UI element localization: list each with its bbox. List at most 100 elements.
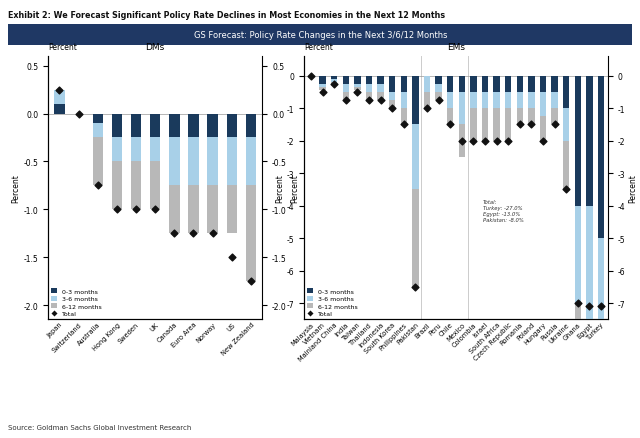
Bar bbox=[586, 76, 593, 206]
Bar bbox=[586, 206, 593, 336]
Point bbox=[207, 230, 218, 237]
Text: EMs: EMs bbox=[447, 43, 465, 53]
Point bbox=[188, 230, 198, 237]
Bar bbox=[424, 76, 430, 92]
Bar bbox=[389, 101, 396, 109]
Bar bbox=[131, 138, 141, 162]
Point bbox=[317, 89, 328, 96]
Text: Total:
Turkey: -27.0%
Egypt: -13.0%
Pakistan: -8.0%: Total: Turkey: -27.0% Egypt: -13.0% Paki… bbox=[483, 200, 524, 222]
Bar bbox=[401, 92, 407, 109]
Point bbox=[445, 122, 455, 129]
Y-axis label: Percent: Percent bbox=[290, 174, 299, 203]
Bar bbox=[528, 92, 534, 109]
Bar bbox=[246, 138, 256, 186]
Bar bbox=[586, 336, 593, 438]
Point bbox=[538, 138, 548, 145]
Point bbox=[596, 303, 606, 310]
Bar bbox=[505, 92, 511, 109]
Bar bbox=[227, 186, 237, 234]
Bar bbox=[342, 85, 349, 92]
Bar bbox=[447, 92, 453, 109]
Point bbox=[584, 303, 595, 310]
Bar bbox=[447, 109, 453, 125]
Bar bbox=[516, 76, 523, 92]
Bar bbox=[188, 138, 199, 186]
Bar bbox=[389, 76, 396, 92]
Bar bbox=[207, 186, 218, 234]
Bar bbox=[493, 76, 500, 92]
Point bbox=[468, 138, 479, 145]
Point bbox=[364, 97, 374, 104]
Point bbox=[131, 206, 141, 213]
Bar bbox=[389, 92, 396, 101]
Point bbox=[399, 122, 409, 129]
Point bbox=[550, 122, 560, 129]
Bar bbox=[435, 76, 442, 85]
Bar bbox=[563, 109, 570, 141]
Bar bbox=[354, 76, 360, 85]
Bar bbox=[246, 114, 256, 138]
Text: Exhibit 2: We Forecast Significant Policy Rate Declines in Most Economies in the: Exhibit 2: We Forecast Significant Polic… bbox=[8, 11, 445, 20]
Point bbox=[306, 73, 316, 80]
Bar bbox=[482, 109, 488, 141]
Y-axis label: Percent: Percent bbox=[12, 174, 20, 203]
Bar bbox=[93, 114, 103, 124]
Bar bbox=[459, 76, 465, 92]
Point bbox=[376, 97, 386, 104]
Point bbox=[492, 138, 502, 145]
Bar bbox=[470, 109, 477, 141]
Bar bbox=[470, 76, 477, 92]
Bar bbox=[111, 138, 122, 162]
FancyBboxPatch shape bbox=[8, 25, 632, 46]
Point bbox=[227, 254, 237, 261]
Bar bbox=[54, 90, 65, 105]
Bar bbox=[188, 186, 199, 234]
Bar bbox=[131, 114, 141, 138]
Bar bbox=[459, 92, 465, 125]
Bar bbox=[378, 85, 384, 92]
Bar bbox=[505, 109, 511, 141]
Point bbox=[515, 122, 525, 129]
Y-axis label: Percent: Percent bbox=[628, 174, 637, 203]
Bar bbox=[354, 88, 360, 91]
Legend: 0-3 months, 3-6 months, 6-12 months, Total: 0-3 months, 3-6 months, 6-12 months, Tot… bbox=[307, 289, 358, 317]
Bar bbox=[111, 114, 122, 138]
Point bbox=[340, 97, 351, 104]
Text: Percent: Percent bbox=[304, 43, 333, 53]
Bar bbox=[435, 92, 442, 101]
Point bbox=[480, 138, 490, 145]
Bar bbox=[319, 85, 326, 88]
Point bbox=[433, 97, 444, 104]
Point bbox=[54, 87, 65, 94]
Bar bbox=[528, 76, 534, 92]
Bar bbox=[331, 76, 337, 80]
Bar bbox=[575, 206, 581, 304]
Bar bbox=[150, 162, 161, 210]
Bar bbox=[412, 190, 419, 287]
Y-axis label: Percent: Percent bbox=[275, 174, 284, 203]
Bar bbox=[435, 85, 442, 92]
Bar bbox=[516, 92, 523, 109]
Bar bbox=[54, 105, 65, 114]
Text: Source: Goldman Sachs Global Investment Research: Source: Goldman Sachs Global Investment … bbox=[8, 424, 192, 430]
Text: DMs: DMs bbox=[145, 43, 165, 53]
Text: GS Forecast: Policy Rate Changes in the Next 3/6/12 Months: GS Forecast: Policy Rate Changes in the … bbox=[193, 31, 447, 40]
Bar bbox=[319, 88, 326, 91]
Bar bbox=[505, 76, 511, 92]
Bar bbox=[516, 109, 523, 125]
Bar bbox=[319, 76, 326, 85]
Point bbox=[503, 138, 513, 145]
Bar bbox=[131, 162, 141, 210]
Bar bbox=[493, 92, 500, 109]
Bar bbox=[342, 76, 349, 85]
Bar bbox=[331, 80, 337, 83]
Bar bbox=[528, 109, 534, 125]
Point bbox=[93, 183, 103, 190]
Bar bbox=[93, 124, 103, 138]
Point bbox=[422, 106, 432, 113]
Bar bbox=[188, 114, 199, 138]
Point bbox=[410, 284, 420, 291]
Bar bbox=[366, 92, 372, 101]
Bar bbox=[246, 186, 256, 282]
Bar bbox=[150, 114, 161, 138]
